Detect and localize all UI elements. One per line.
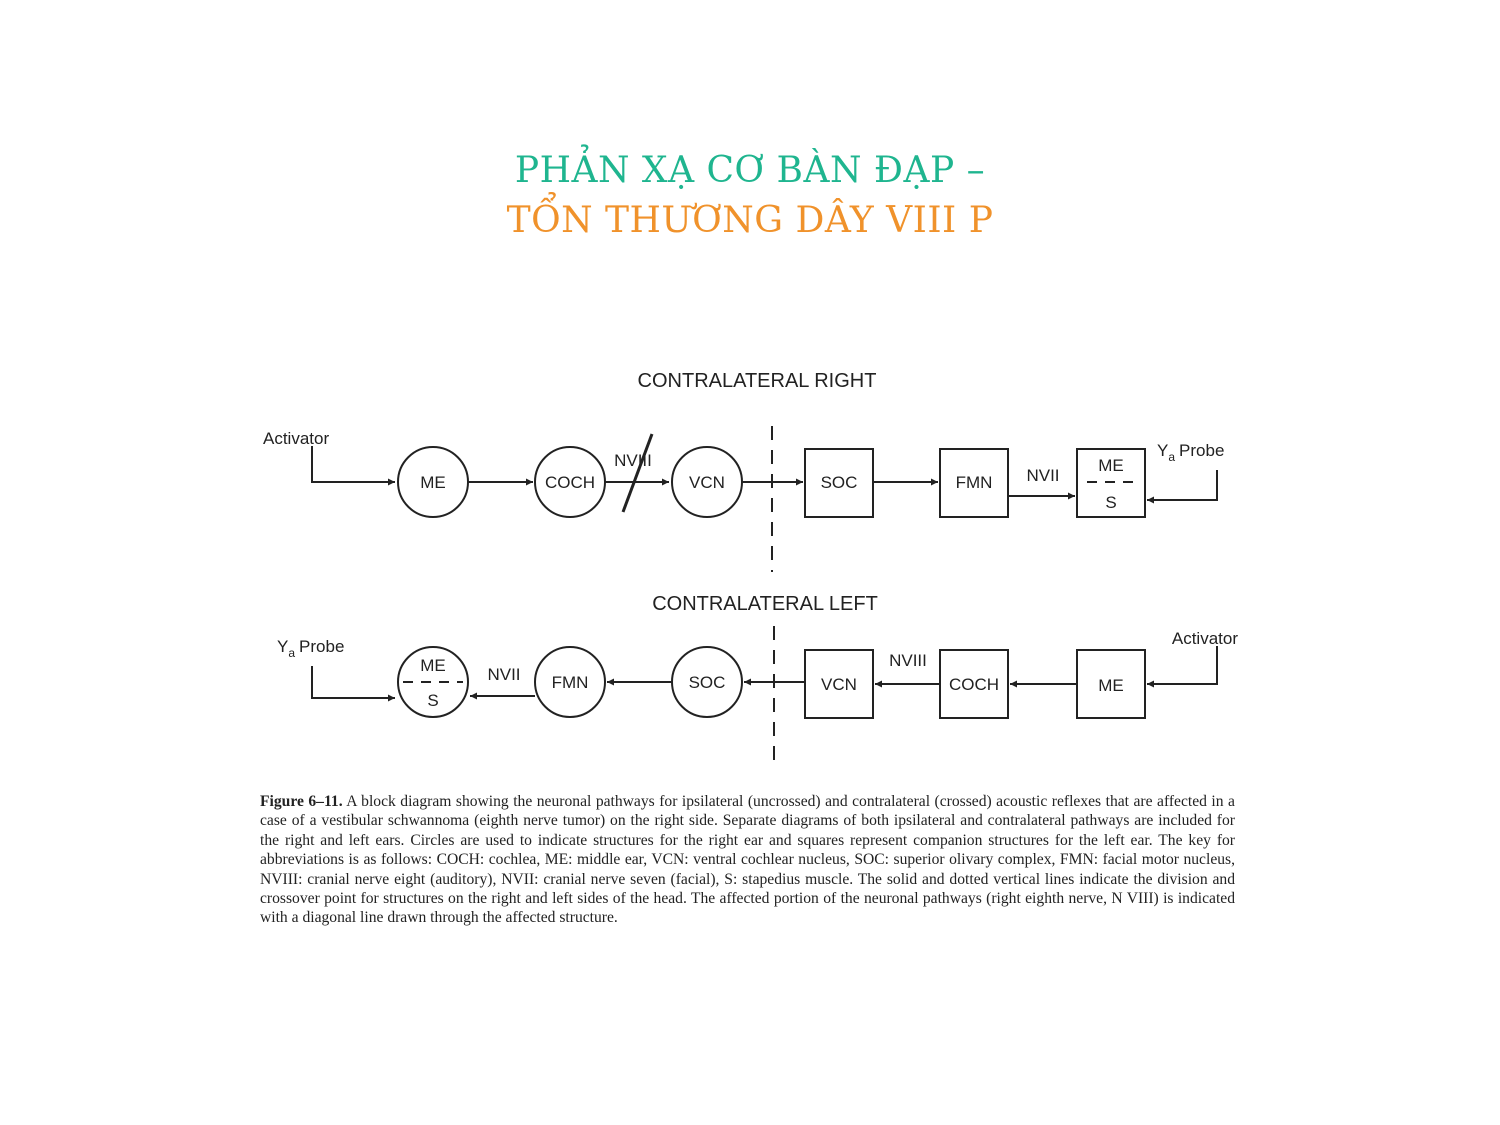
probe-line-left bbox=[311, 666, 395, 702]
figure-caption-text: A block diagram showing the neuronal pat… bbox=[260, 793, 1235, 927]
header-contralateral-left: CONTRALATERAL LEFT bbox=[652, 593, 878, 615]
mes-top-label-left: ME bbox=[420, 656, 446, 675]
slide-title-line2: TỔN THƯƠNG DÂY VIII P bbox=[506, 200, 994, 241]
probe-label-right: Ya Probe bbox=[1157, 441, 1224, 464]
mes-square-right bbox=[1076, 448, 1146, 518]
vcn-square-left bbox=[804, 649, 874, 719]
probe-y-left: Y bbox=[277, 637, 288, 656]
me-label-left: ME bbox=[1098, 676, 1124, 695]
activator-label-right: Activator bbox=[263, 429, 329, 448]
header-contralateral-right: CONTRALATERAL RIGHT bbox=[638, 370, 877, 392]
nerve8-label-right: NVIII bbox=[614, 451, 652, 470]
nerve8-label-left: NVIII bbox=[889, 651, 927, 670]
probe-line-right bbox=[1147, 470, 1218, 504]
probe-y-right: Y bbox=[1157, 441, 1168, 460]
probe-word-right: Probe bbox=[1179, 441, 1224, 460]
figure-label: Figure 6–11. bbox=[260, 793, 343, 810]
fmn-label-left: FMN bbox=[552, 673, 589, 692]
coch-label-right: COCH bbox=[545, 473, 595, 492]
probe-label-left: Ya Probe bbox=[277, 637, 344, 660]
probe-word-left: Probe bbox=[299, 637, 344, 656]
mes-top-label-right: ME bbox=[1098, 456, 1124, 475]
mes-bottom-label-left: S bbox=[427, 691, 438, 710]
soc-label-right: SOC bbox=[821, 473, 858, 492]
lesion-slash bbox=[621, 433, 654, 513]
fmn-circle-left bbox=[534, 646, 606, 718]
nerve7-label-right: NVII bbox=[1026, 466, 1059, 485]
vcn-label-right: VCN bbox=[689, 473, 725, 492]
coch-label-left: COCH bbox=[949, 675, 999, 694]
mes-circle-left bbox=[397, 646, 469, 718]
vcn-label-left: VCN bbox=[821, 675, 857, 694]
me-label-right: ME bbox=[420, 473, 446, 492]
activator-line-left bbox=[1147, 646, 1218, 688]
figure-caption: Figure 6–11. A block diagram showing the… bbox=[260, 792, 1235, 928]
reflex-block-diagram: CONTRALATERAL RIGHT Activator ME COCH NV… bbox=[263, 370, 1238, 762]
slide-title-line1: PHẢN XẠ CƠ BÀN ĐẠP – bbox=[514, 150, 986, 191]
activator-label-left: Activator bbox=[1172, 629, 1238, 648]
fmn-label-right: FMN bbox=[956, 473, 993, 492]
activator-line-right bbox=[311, 446, 395, 486]
nerve7-label-left: NVII bbox=[487, 665, 520, 684]
probe-sub-left: a bbox=[288, 646, 295, 660]
mes-bottom-label-right: S bbox=[1105, 493, 1116, 512]
soc-label-left: SOC bbox=[689, 673, 726, 692]
probe-sub-right: a bbox=[1168, 450, 1175, 464]
fmn-square-right bbox=[939, 448, 1009, 518]
